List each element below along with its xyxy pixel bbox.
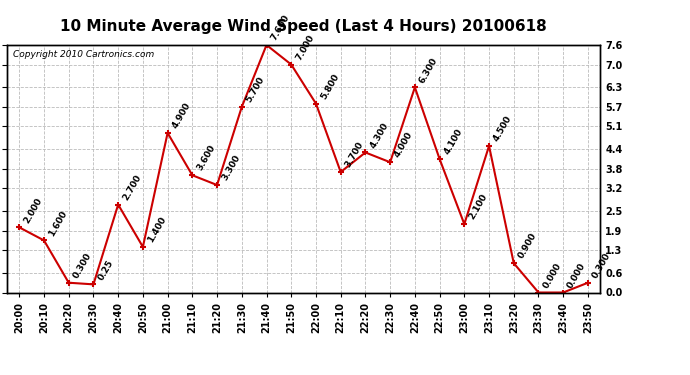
Text: 2.000: 2.000 — [22, 196, 44, 225]
Text: 4.300: 4.300 — [368, 121, 390, 150]
Text: Copyright 2010 Cartronics.com: Copyright 2010 Cartronics.com — [13, 50, 154, 59]
Text: 7.600: 7.600 — [269, 13, 291, 42]
Text: 6.300: 6.300 — [417, 56, 440, 84]
Text: 1.600: 1.600 — [47, 209, 68, 238]
Text: 7.000: 7.000 — [294, 33, 316, 62]
Text: 3.300: 3.300 — [220, 153, 242, 182]
Text: 0.000: 0.000 — [566, 261, 588, 290]
Text: 4.000: 4.000 — [393, 130, 415, 159]
Text: 4.900: 4.900 — [170, 101, 193, 130]
Text: 0.300: 0.300 — [72, 251, 93, 280]
Text: 4.500: 4.500 — [492, 114, 514, 143]
Text: 0.900: 0.900 — [517, 231, 538, 260]
Text: 4.100: 4.100 — [442, 127, 464, 156]
Text: 2.700: 2.700 — [121, 173, 143, 202]
Text: 3.700: 3.700 — [344, 140, 366, 169]
Text: 3.600: 3.600 — [195, 144, 217, 172]
Text: 0.25: 0.25 — [96, 258, 115, 282]
Text: 2.100: 2.100 — [467, 192, 489, 221]
Text: 5.700: 5.700 — [244, 75, 266, 104]
Text: 5.800: 5.800 — [319, 72, 341, 101]
Text: 10 Minute Average Wind Speed (Last 4 Hours) 20100618: 10 Minute Average Wind Speed (Last 4 Hou… — [60, 19, 547, 34]
Text: 0.300: 0.300 — [591, 251, 613, 280]
Text: 1.400: 1.400 — [146, 215, 168, 244]
Text: 0.000: 0.000 — [541, 261, 563, 290]
